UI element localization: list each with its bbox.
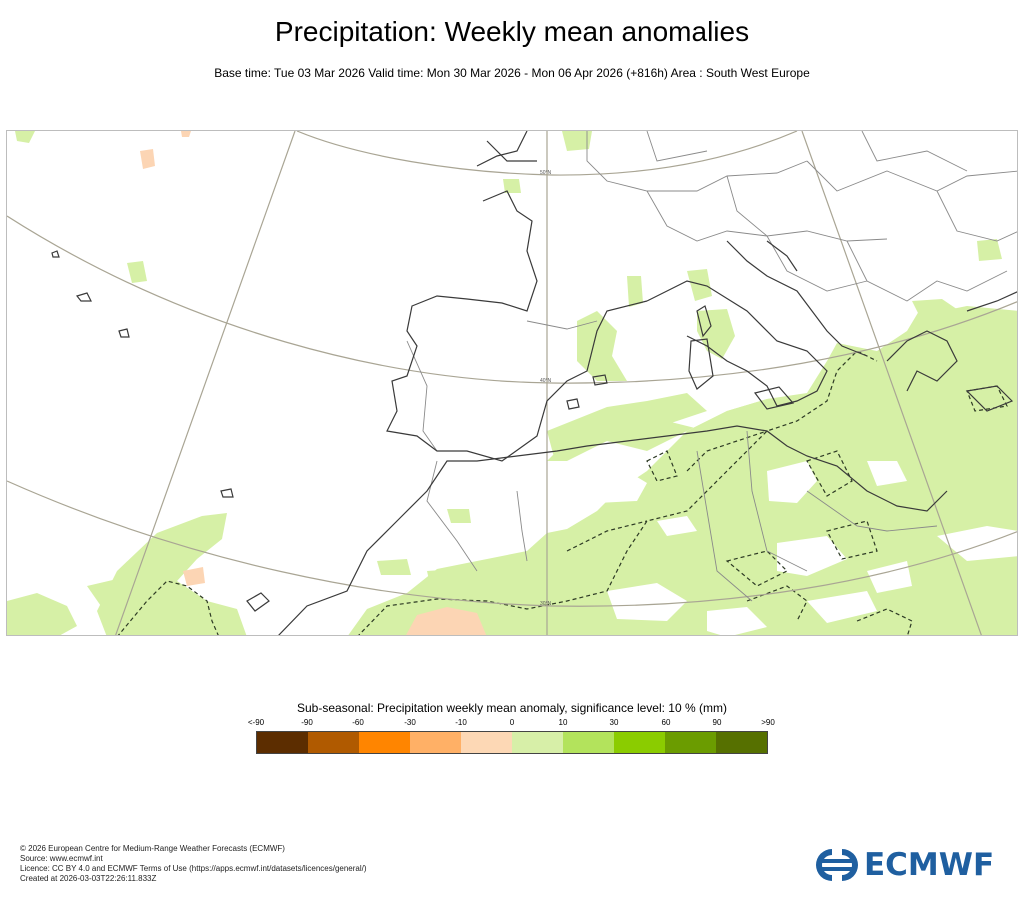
graticule-label-40n: 40°N	[540, 378, 552, 384]
legend-swatch	[461, 732, 512, 753]
footer-source: Source: www.ecmwf.int	[20, 854, 103, 863]
graticule-label-50n: 50°N	[540, 170, 552, 176]
chart-title: Precipitation: Weekly mean anomalies	[274, 16, 750, 47]
country-borders	[406, 131, 1017, 602]
chart-subtitle: Base time: Tue 03 Mar 2026 Valid time: M…	[214, 66, 810, 80]
footer-licence: Licence: CC BY 4.0 and ECMWF Terms of Us…	[20, 864, 367, 873]
footer-created: Created at 2026-03-03T22:26:11.833Z	[20, 874, 157, 883]
legend-swatch	[614, 732, 665, 753]
legend-tick-label: -90	[301, 718, 313, 727]
graticule	[7, 131, 1017, 635]
legend-tick-label: -60	[352, 718, 364, 727]
ecmwf-logo-text: ECMWF	[864, 847, 995, 883]
legend-tick-labels: <-90 -90 -60 -30 -10 0 10 30 60 90 >90	[0, 718, 1024, 730]
legend-swatch	[359, 732, 410, 753]
legend-swatch	[257, 732, 308, 753]
legend-swatch	[665, 732, 716, 753]
legend-tick-label: 90	[712, 718, 722, 727]
legend-tick-label: -10	[455, 718, 467, 727]
significance-contours	[117, 350, 1008, 635]
legend-tick-label: 60	[661, 718, 671, 727]
legend-swatch	[308, 732, 359, 753]
legend-tick-label: 0	[509, 718, 515, 727]
legend-swatch	[410, 732, 461, 753]
legend-title: Sub-seasonal: Precipitation weekly mean …	[297, 701, 727, 715]
legend-tick-label: 30	[609, 718, 619, 727]
anomaly-field-orange	[140, 131, 487, 635]
legend-colorbar	[256, 731, 768, 754]
graticule-label-30n: 30°N	[540, 601, 552, 607]
graticule-labels: 50°N 40°N 30°N	[540, 170, 552, 607]
legend-tick-label: -30	[404, 718, 416, 727]
footer: © 2026 European Centre for Medium-Range …	[20, 844, 367, 884]
legend-tick-label: <-90	[247, 718, 265, 727]
footer-copyright: © 2026 European Centre for Medium-Range …	[20, 844, 285, 853]
legend-tick-label: 10	[558, 718, 568, 727]
legend-swatch	[716, 732, 767, 753]
legend-swatch	[563, 732, 614, 753]
ecmwf-logo: ECMWF	[814, 846, 1006, 884]
map-canvas: 50°N 40°N 30°N	[7, 131, 1017, 635]
anomaly-field-green	[7, 131, 1017, 635]
coastlines	[51, 131, 1017, 635]
legend-swatch	[512, 732, 563, 753]
legend-tick-label: >90	[761, 718, 775, 727]
map-frame: 50°N 40°N 30°N	[6, 130, 1018, 636]
ecmwf-logo-icon	[816, 849, 858, 881]
